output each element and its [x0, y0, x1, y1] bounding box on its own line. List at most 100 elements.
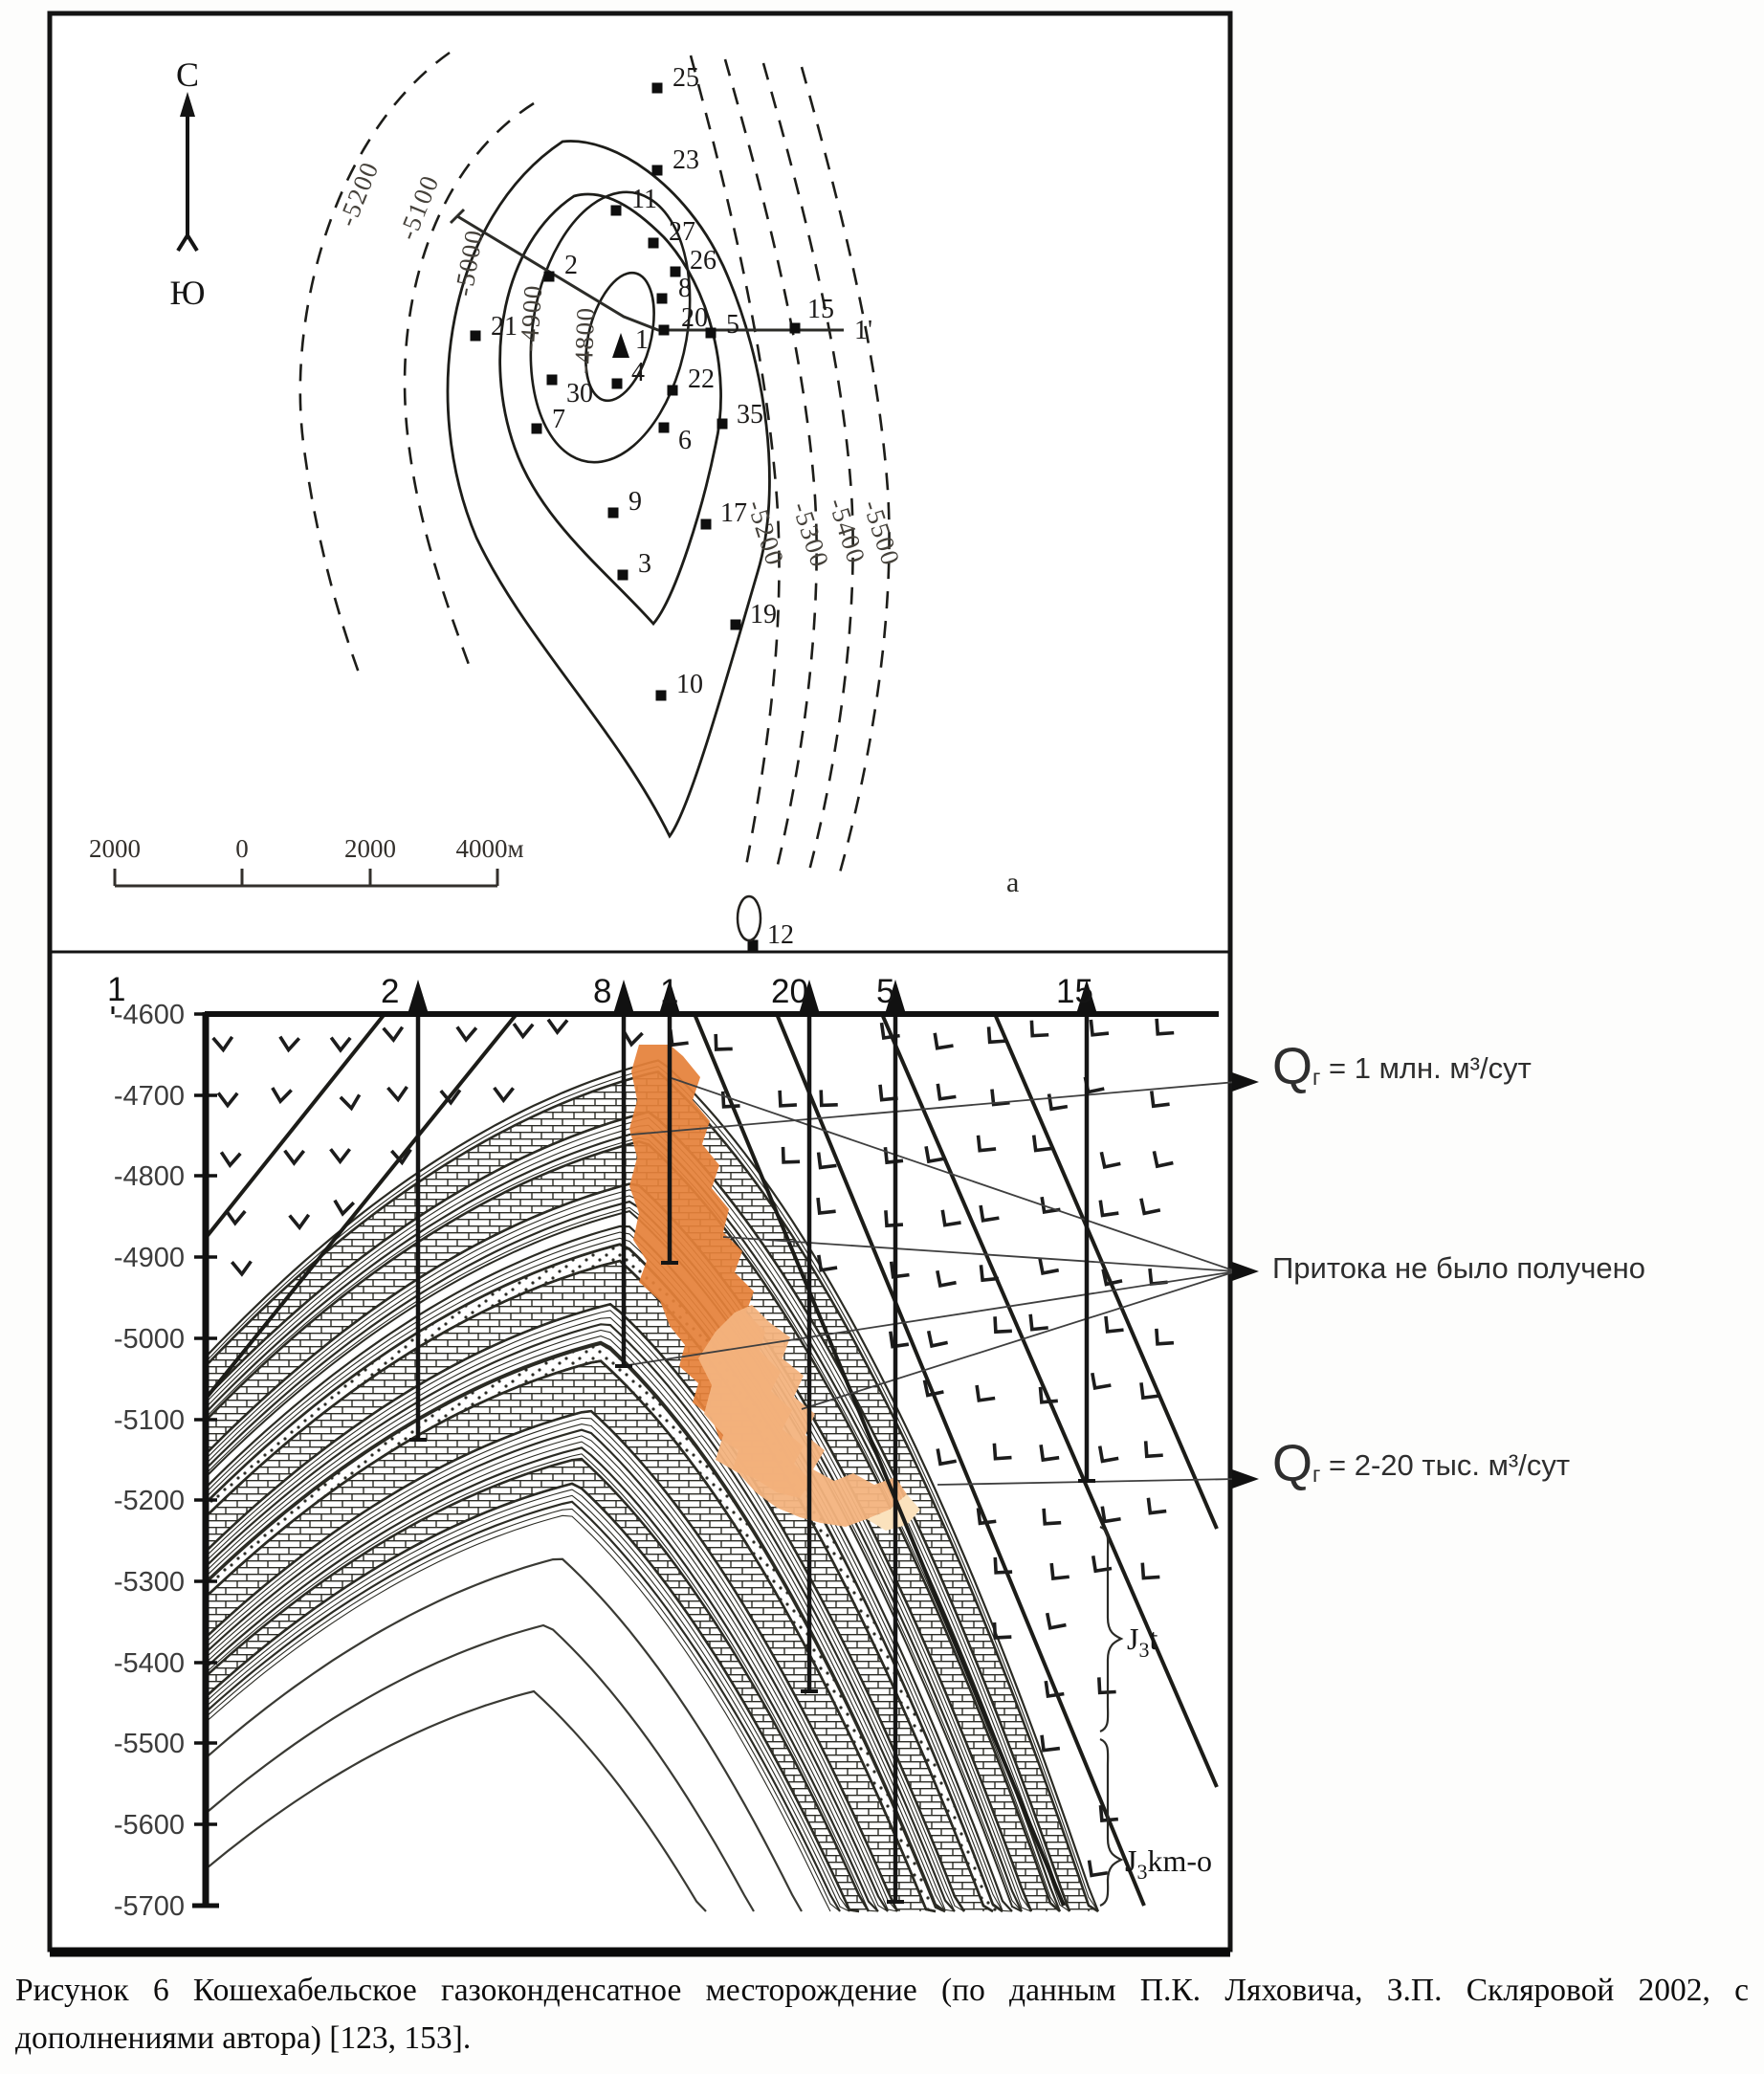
section-well-number: 2 — [381, 973, 399, 1010]
contour-solid — [446, 140, 771, 839]
well-marker — [789, 322, 801, 334]
contour-dashed — [800, 66, 891, 873]
well-number-label: 12 — [767, 920, 794, 950]
volcanic-l-symbol — [1100, 1506, 1121, 1524]
well-number-label: 25 — [673, 63, 699, 93]
volcanic-l-symbol — [1087, 1860, 1109, 1878]
well-number-label: 8 — [678, 274, 692, 303]
shale-lamination — [208, 1446, 879, 1912]
scale-label: 2000 — [89, 834, 141, 863]
volcanic-l-symbol — [889, 1261, 910, 1279]
volcanic-l-symbol — [1038, 1386, 1058, 1404]
tuff-v-symbol — [386, 1085, 408, 1103]
annotation-q-sub: г — [1312, 1065, 1321, 1091]
deep-horizon-curve — [208, 1623, 755, 1912]
volcanic-l-symbol — [979, 1204, 1000, 1223]
well-marker — [747, 939, 759, 951]
well-number-label: 15 — [807, 295, 834, 324]
arrow-right-icon — [1232, 1469, 1259, 1489]
volcanic-l-symbol — [975, 1384, 996, 1402]
well-number-label: 22 — [688, 364, 715, 394]
well-number-label: 27 — [669, 217, 695, 247]
leader-line — [671, 1077, 1237, 1272]
volcanic-l-symbol — [936, 1269, 957, 1289]
shale-lamination — [208, 1237, 1003, 1912]
tuff-v-symbol — [512, 1023, 535, 1040]
volcanic-l-symbol — [778, 1090, 797, 1108]
j3t-bracket — [1099, 1525, 1124, 1733]
figure-caption: Рисунок 6 Кошехабельское газоконденсатно… — [15, 1973, 1749, 2056]
volcanic-l-symbol — [992, 1443, 1012, 1461]
shale-lamination — [208, 1200, 1023, 1912]
well-marker — [730, 619, 741, 630]
volcanic-l-symbol — [926, 1330, 949, 1349]
map-south-label: Ю — [169, 274, 205, 312]
north-arrow-icon — [176, 92, 199, 253]
depth-axis: -4600 -4700 -4800 -4900 -5000 -5100 -5200 -5300… — [111, 1000, 1219, 1922]
tuff-v-symbol — [382, 1026, 405, 1044]
well-head-triangle — [408, 980, 429, 1014]
well-number-label: 23 — [673, 145, 699, 175]
section-well-number: 20 — [771, 973, 808, 1010]
well-marker — [648, 237, 659, 249]
arrow-right-icon — [1232, 1262, 1259, 1281]
well-number-label: 21 — [491, 312, 518, 342]
tuff-v-symbol — [216, 1092, 239, 1109]
volcanic-l-symbol — [1155, 1018, 1175, 1036]
shale-lamination — [208, 1482, 860, 1913]
volcanic-l-symbol — [878, 1084, 898, 1102]
volcanic-l-symbol — [936, 1448, 958, 1467]
volcanic-l-symbol — [884, 1210, 904, 1228]
well-number-label: 4 — [631, 358, 645, 387]
well-number-label: 35 — [737, 400, 763, 430]
tuff-v-symbol — [439, 1089, 462, 1106]
volcanic-l-symbol — [816, 1197, 836, 1215]
well-marker — [658, 324, 670, 336]
volcanic-l-symbol — [1099, 1151, 1121, 1170]
well-marker — [546, 374, 558, 386]
shale-lamination — [208, 1303, 965, 1912]
j3kmo-bracket — [1099, 1737, 1124, 1908]
strat-unit-label: J3km-o — [1125, 1843, 1212, 1884]
map-scale-bar: 2000 0 2000 4000м — [89, 834, 524, 888]
volcanic-l-symbol — [889, 1331, 910, 1349]
well-number-label: 2 — [564, 251, 578, 280]
section-well-number: 5 — [876, 973, 894, 1010]
contour-dashed — [689, 55, 781, 867]
limestone-band — [209, 1459, 869, 1911]
shale-lamination — [208, 1329, 956, 1912]
arrow-right-icon — [1232, 1072, 1259, 1092]
leader-line — [801, 1270, 1237, 1410]
tuff-v-symbol — [271, 1087, 293, 1105]
volcanic-l-symbol — [1140, 1562, 1160, 1580]
volcanic-l-symbol — [1089, 1019, 1110, 1037]
shale-lamination — [208, 1453, 879, 1912]
deep-horizon-curve — [208, 1557, 803, 1912]
well-marker — [700, 518, 712, 530]
contour-solid — [498, 192, 722, 627]
annotation-flow-rate-bottom: Qг = 2-20 тыс. м³/сут — [1272, 1438, 1570, 1489]
section-trace-east-label: 1' — [854, 316, 872, 345]
well-marker — [651, 165, 663, 176]
section-well-number: 15 — [1056, 973, 1093, 1010]
tuff-v-symbol — [493, 1086, 515, 1104]
structure-contours — [298, 51, 891, 873]
contour-dashed — [403, 101, 535, 671]
well-marker — [656, 293, 668, 304]
volcanic-l-symbol — [924, 1145, 945, 1164]
volcanic-l-symbol — [1152, 1151, 1174, 1169]
volcanic-l-symbol — [817, 1254, 838, 1272]
depth-label: -5200 — [114, 1486, 185, 1516]
well-number-label: 17 — [720, 498, 747, 528]
volcanic-l-symbol — [1097, 1445, 1119, 1464]
contour-dashed — [298, 51, 451, 676]
unit-boundary-line — [693, 1013, 1066, 1907]
tuff-v-symbol — [455, 1026, 478, 1043]
scale-label: 0 — [235, 834, 249, 863]
shale-lamination — [208, 1409, 898, 1912]
volcanic-l-symbol — [819, 1090, 838, 1108]
section-well-number: 8 — [593, 973, 611, 1010]
volcanic-l-symbol — [1039, 1444, 1060, 1463]
shale-lamination — [208, 1206, 1023, 1912]
